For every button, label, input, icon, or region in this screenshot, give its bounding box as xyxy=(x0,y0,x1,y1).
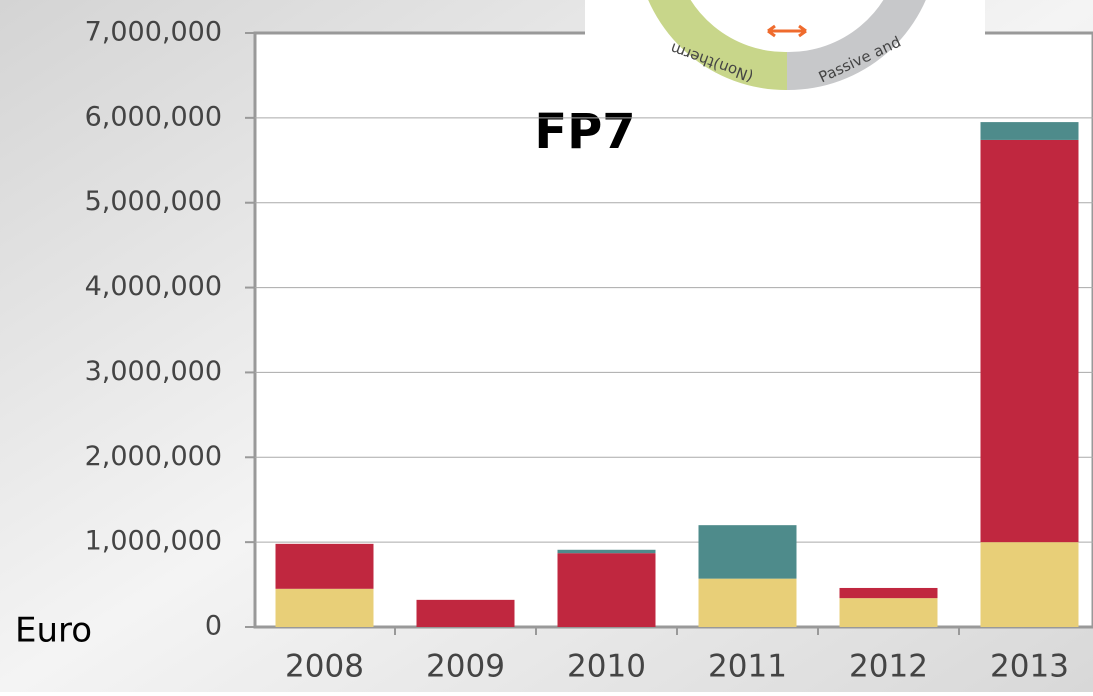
x-tick-label: 2008 xyxy=(285,649,364,685)
chart: (Non)therm Passive and FP7 Euro 01,000,0… xyxy=(0,0,1093,692)
bar-segment xyxy=(417,600,515,627)
bar-segment xyxy=(981,140,1079,542)
x-tick-label: 2009 xyxy=(426,649,505,685)
x-tick-label: 2013 xyxy=(990,649,1069,685)
bar-segment xyxy=(699,579,797,627)
bar-segment xyxy=(840,588,938,598)
y-tick-label: 1,000,000 xyxy=(85,526,222,557)
bar-segment xyxy=(981,122,1079,140)
x-tick-label: 2011 xyxy=(708,649,787,685)
y-tick-label: 6,000,000 xyxy=(85,101,222,132)
bar-segment xyxy=(558,553,656,627)
y-tick-label: 0 xyxy=(205,611,222,642)
y-tick-label: 2,000,000 xyxy=(85,441,222,472)
y-tick-label: 3,000,000 xyxy=(85,356,222,387)
bar-segment xyxy=(558,550,656,553)
bar-segment xyxy=(981,542,1079,627)
bar-segment xyxy=(699,525,797,578)
y-tick-label: 5,000,000 xyxy=(85,186,222,217)
x-tick-label: 2012 xyxy=(849,649,928,685)
diagram-box xyxy=(585,0,985,42)
bar-segment xyxy=(276,544,374,589)
plot-area xyxy=(255,33,1093,627)
y-axis-label: Euro xyxy=(15,611,92,651)
x-tick-label: 2010 xyxy=(567,649,646,685)
y-tick-label: 7,000,000 xyxy=(85,17,222,48)
bar-segment xyxy=(276,589,374,627)
bar-segment xyxy=(840,598,938,627)
y-tick-label: 4,000,000 xyxy=(85,271,222,302)
chart-title: FP7 xyxy=(534,104,635,160)
